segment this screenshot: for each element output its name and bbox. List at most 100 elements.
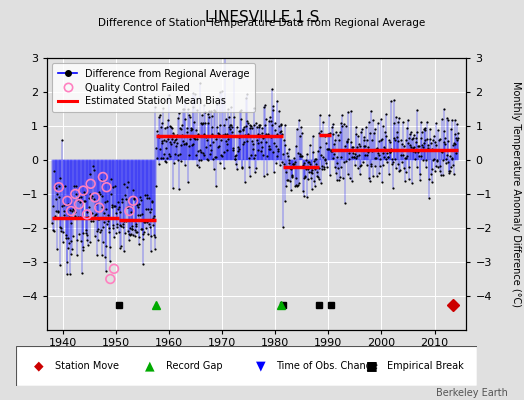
Point [133,202,141,208]
Point [87,218,95,224]
Point [388,161,396,168]
Point [136,212,145,218]
Point [161,158,169,164]
Point [256,131,265,138]
Point [402,124,411,131]
Point [394,161,402,167]
Point [173,151,182,158]
Point [370,130,378,136]
Text: Station Move: Station Move [55,361,119,371]
Point [140,218,149,225]
Point [381,133,390,139]
Point [290,161,299,167]
Point [334,177,343,183]
Point [166,138,174,145]
Point [299,162,307,168]
Point [260,104,268,111]
Point [328,124,336,130]
Point [310,183,319,189]
Point [143,195,151,202]
Point [402,154,411,161]
Point [308,167,316,173]
Point [272,143,280,150]
Point [424,146,433,153]
Point [220,149,228,155]
Point [283,177,292,183]
Point [264,131,272,138]
Point [424,142,432,148]
Point [256,139,265,146]
Point [223,147,232,154]
Point [111,202,119,209]
Point [366,178,374,184]
Point [86,180,95,187]
Point [144,206,152,212]
Point [301,173,309,179]
Point [253,124,261,130]
Point [198,112,206,118]
Point [310,158,318,164]
Point [180,115,189,122]
Point [97,204,106,210]
Point [133,229,141,235]
Point [318,166,326,172]
Point [296,153,304,160]
Point [114,206,123,212]
Point [265,146,273,152]
Point [371,163,379,169]
Point [86,238,95,245]
Point [204,110,212,117]
Point [110,234,118,241]
Point [138,236,147,242]
Point [155,134,163,140]
Point [176,125,184,132]
Point [61,214,69,221]
Point [369,117,377,124]
Point [368,173,377,179]
Point [181,162,190,168]
Point [380,144,388,150]
Point [132,229,140,235]
Point [433,158,442,164]
Point [417,152,425,159]
Point [220,122,228,128]
Point [232,161,241,167]
Point [293,182,301,189]
Point [146,208,154,215]
Point [385,171,393,177]
Point [209,156,217,162]
Point [195,157,203,163]
Point [315,165,323,171]
Point [90,196,99,202]
Point [98,252,106,258]
Point [248,138,256,144]
Point [164,136,172,142]
Point [53,246,61,252]
Point [48,220,57,226]
Point [54,184,63,190]
Point [379,122,388,129]
Point [341,143,350,149]
Point [321,156,329,162]
Point [53,191,61,197]
Point [238,127,247,133]
Point [270,120,279,126]
Point [95,204,103,211]
Point [413,164,422,170]
Point [372,155,380,161]
Point [454,134,462,141]
Point [324,146,332,153]
Point [100,219,108,226]
Point [302,157,310,164]
Point [326,172,334,179]
Point [293,126,301,133]
Point [384,154,392,160]
Point [216,89,224,95]
Point [279,151,287,157]
Point [294,117,303,123]
Point [348,144,357,150]
Point [392,134,401,140]
Point [287,187,296,193]
Point [425,195,433,202]
Point [159,155,168,161]
